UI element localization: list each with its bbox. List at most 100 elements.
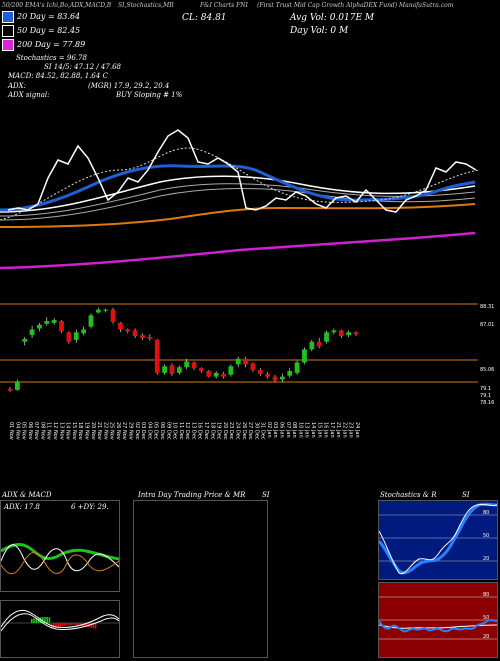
macd-bar — [46, 617, 48, 623]
date-label: 06 Dec — [159, 422, 165, 440]
date-label: 11 Nov — [46, 422, 52, 440]
candle-body — [250, 363, 256, 371]
date-label: 22 Nov — [102, 422, 108, 440]
price-tick-1: 87.01 — [480, 322, 494, 328]
macd-bar — [77, 623, 79, 626]
macd-bar — [31, 619, 33, 623]
ma-grey-band-1 — [0, 188, 476, 221]
macd-bar — [35, 618, 37, 623]
ma20-line — [0, 164, 476, 212]
candle-body — [353, 332, 359, 335]
stochastics-panel: 80 50 20 — [377, 500, 498, 580]
adx-panel-extra: 6 +DY: 29. — [71, 503, 109, 511]
stochastics-lines: 80 50 20 — [377, 502, 498, 575]
candle-body — [302, 349, 307, 363]
macd-bar — [75, 623, 77, 626]
adx-lines — [0, 543, 120, 575]
macd-white-line-2 — [0, 613, 120, 632]
macd-histogram — [31, 617, 97, 629]
date-label: 05 Nov — [21, 422, 27, 440]
date-label: 14 Jan — [310, 422, 316, 438]
macd-value: MACD: 84.52, 82.88, 1.64 C — [8, 72, 108, 80]
macd-bar — [44, 617, 46, 623]
candle-body — [88, 315, 94, 327]
date-label: 13 Dec — [190, 422, 196, 440]
legend-ma50: 50 Day = 82.45 — [2, 25, 85, 37]
candle-body — [7, 388, 13, 391]
candle-body — [132, 330, 138, 337]
candle-body — [324, 332, 329, 342]
candle-body — [338, 330, 344, 337]
candle-body — [228, 366, 234, 375]
date-label: 10 Dec — [172, 422, 178, 440]
adx-label: ADX: — [8, 82, 27, 90]
candle-body — [176, 367, 182, 373]
date-label: 18 Dec — [209, 422, 215, 440]
legend-ma200-label: 200 Day = 77.89 — [17, 40, 86, 49]
legend-ma20: 20 Day = 83.64 — [2, 11, 85, 23]
candle-body — [316, 341, 322, 347]
candle-body — [287, 370, 293, 376]
si-value: SI 14/5: 47.12 / 47.68 — [44, 63, 121, 71]
macd-bar — [53, 623, 55, 629]
date-label: 02 Dec — [134, 422, 140, 440]
candle-body — [272, 376, 278, 381]
date-label: 03 Dec — [140, 422, 146, 440]
day-volume-label: Day Vol: 0 M — [290, 26, 349, 36]
macd-panel — [0, 600, 120, 658]
date-label: 09 Dec — [165, 422, 171, 440]
date-label: 22 Jan — [341, 422, 347, 438]
chart-header-company: (First Trust Mid Cap Growth AlphaDEX Fun… — [257, 2, 454, 9]
date-label: 14 Nov — [65, 422, 71, 440]
adx-signal-value: BUY Sloping # 1% — [116, 91, 183, 99]
price-dotted-line — [0, 147, 481, 221]
candle-body — [59, 320, 64, 332]
price-tick-2: 85.06 — [480, 367, 494, 373]
candle-body — [346, 332, 352, 336]
chart-header-stoch: SI,Stochastics,MR — [118, 2, 174, 9]
date-label: 26 Dec — [241, 422, 247, 440]
candles-group — [7, 307, 359, 392]
date-label: 24 Jan — [354, 422, 360, 438]
candle-body — [184, 361, 190, 368]
candle-body — [22, 338, 28, 342]
candle-body — [125, 329, 131, 332]
stoch-tick-50: 50 — [483, 533, 489, 539]
candle-body — [37, 324, 42, 329]
candle-body — [199, 368, 204, 371]
candle-body — [110, 309, 116, 322]
price-tick-5: 78.16 — [480, 400, 494, 406]
candle-body — [221, 373, 226, 377]
date-label: 10 Jan — [297, 422, 303, 438]
chart-header-left: 50/200 EMA's Ichi,Bo,ADX,MACD,B — [2, 2, 112, 9]
intraday-si: SI — [262, 491, 270, 499]
stoch-panel-title: Stochastics & R — [380, 491, 437, 499]
macd-bar — [70, 623, 73, 626]
stoch-tick-80: 80 — [483, 510, 489, 516]
macd-bar — [83, 623, 86, 627]
date-label: 24 Dec — [234, 422, 240, 440]
date-label: 30 Dec — [253, 422, 259, 440]
date-label: 03 Jan — [272, 422, 278, 438]
date-label: 25 Nov — [109, 422, 115, 440]
date-label: 01 Nov — [8, 422, 14, 440]
legend-ma50-label: 50 Day = 82.45 — [17, 26, 81, 35]
adx-macd-title: ADX & MACD — [2, 491, 52, 499]
candle-body — [191, 362, 197, 369]
avg-volume-label: Avg Vol: 0.017E M — [290, 13, 375, 23]
close-price-label: CL: 84.81 — [182, 13, 227, 23]
candle-body — [14, 381, 20, 390]
date-label: 13 Jan — [304, 422, 310, 438]
si-tick-80: 80 — [483, 592, 489, 598]
si-panel: 80 50 20 — [378, 582, 498, 658]
si-tick-20: 20 — [483, 634, 489, 640]
candle-body — [265, 373, 271, 377]
candle-body — [169, 365, 175, 374]
chart-header-ticker: F&I Charts FNI — [200, 2, 248, 9]
intraday-panel — [133, 500, 268, 658]
ma-orange-line — [0, 203, 476, 228]
date-label: 12 Nov — [52, 422, 58, 440]
date-label: 17 Jan — [329, 422, 335, 438]
candle-body — [103, 309, 109, 311]
ma200-line — [0, 231, 476, 270]
